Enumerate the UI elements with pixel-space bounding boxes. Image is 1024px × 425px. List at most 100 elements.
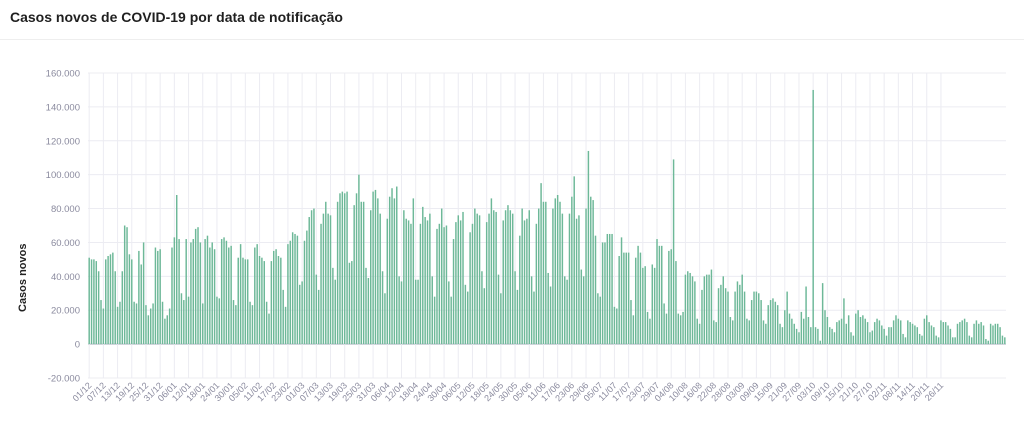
bar — [710, 269, 713, 345]
bar — [630, 300, 632, 345]
bar — [573, 176, 575, 345]
bar — [899, 320, 902, 345]
bar — [684, 274, 687, 345]
bar — [601, 242, 604, 345]
bar — [663, 303, 665, 345]
bar — [308, 217, 310, 345]
bar — [838, 320, 840, 345]
bar — [121, 271, 124, 345]
bar — [540, 183, 542, 345]
bar — [157, 250, 159, 345]
bar — [128, 254, 131, 345]
bar — [911, 323, 914, 345]
bar — [743, 291, 746, 345]
bar — [776, 305, 779, 345]
bar — [547, 272, 549, 345]
bar — [959, 322, 961, 345]
bar — [765, 323, 767, 345]
bar — [545, 201, 547, 345]
bar — [407, 220, 410, 345]
bar — [147, 315, 150, 345]
bar — [935, 335, 937, 345]
bar — [488, 213, 490, 345]
bar — [793, 323, 795, 345]
bar — [996, 323, 999, 345]
bar — [564, 276, 566, 345]
bar — [178, 239, 180, 345]
bar — [826, 317, 829, 345]
bar — [658, 245, 661, 345]
bar — [717, 288, 720, 345]
bar — [289, 240, 292, 345]
bar — [866, 322, 869, 345]
bar — [937, 337, 940, 345]
bar — [526, 218, 528, 345]
bar — [549, 286, 552, 345]
bar — [175, 195, 178, 345]
bar — [261, 257, 263, 345]
bar — [989, 323, 992, 345]
bar — [954, 337, 956, 345]
bar — [294, 233, 296, 345]
bar — [781, 327, 784, 345]
bar — [847, 315, 850, 345]
bar — [216, 296, 218, 345]
bar — [398, 276, 400, 345]
bar — [504, 210, 507, 345]
bar — [296, 235, 299, 345]
y-tick-label: -20.000 — [48, 374, 80, 385]
bar — [637, 245, 639, 345]
bar — [575, 218, 578, 345]
bar — [192, 239, 195, 345]
bar — [933, 327, 935, 345]
bar — [511, 213, 514, 345]
bar — [109, 254, 112, 345]
bar — [542, 201, 545, 345]
y-tick-label: 120.000 — [46, 136, 80, 147]
bar — [535, 223, 538, 345]
bar — [315, 274, 318, 345]
bar — [791, 318, 793, 345]
bar — [970, 337, 973, 345]
bar — [180, 293, 183, 345]
bar — [138, 250, 140, 345]
bar — [478, 215, 481, 345]
bar — [810, 327, 812, 345]
bar — [795, 328, 798, 345]
bar — [788, 313, 791, 345]
bar — [105, 259, 107, 345]
bar — [452, 239, 455, 345]
bar — [608, 233, 611, 345]
bar — [928, 322, 930, 345]
bar — [90, 259, 93, 345]
bar — [845, 323, 848, 345]
bar — [467, 291, 469, 345]
bar — [746, 318, 748, 345]
bar — [923, 318, 926, 345]
bar — [918, 333, 921, 345]
bar — [980, 322, 982, 345]
bar — [272, 250, 275, 345]
bar — [310, 210, 313, 345]
bar — [194, 228, 197, 345]
bar — [566, 279, 568, 345]
bar — [396, 186, 398, 345]
bar — [578, 215, 580, 345]
bar — [507, 205, 509, 345]
y-tick-label: 100.000 — [46, 170, 80, 181]
bar — [455, 222, 457, 345]
bar — [440, 208, 443, 345]
bar — [362, 201, 365, 345]
bar — [855, 313, 857, 345]
bar — [116, 306, 119, 345]
bar — [623, 252, 625, 345]
bar — [691, 276, 694, 345]
bar — [556, 195, 559, 345]
bar — [166, 315, 168, 345]
bar — [843, 298, 845, 345]
bar — [921, 335, 923, 345]
bar — [131, 259, 133, 345]
bar — [902, 333, 904, 345]
bar — [237, 257, 239, 345]
